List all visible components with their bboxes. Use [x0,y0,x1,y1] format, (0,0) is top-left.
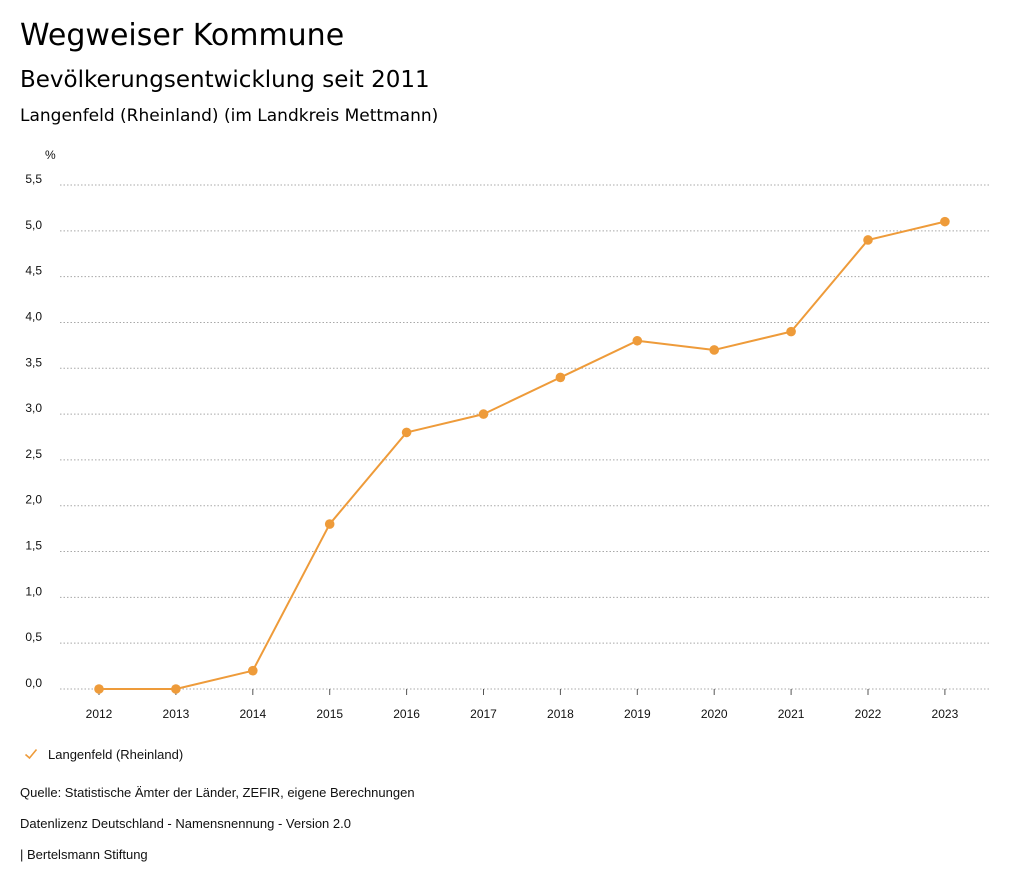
legend-item-label: Langenfeld (Rheinland) [48,746,184,762]
data-point [863,235,873,245]
x-tick-label: 2014 [239,707,266,721]
data-point [248,665,258,676]
source-note: Quelle: Statistische Ämter der Länder, Z… [20,785,415,800]
y-tick-label: 1,0 [25,584,42,598]
y-tick-label: 0,5 [25,630,42,644]
data-point [632,335,643,346]
series-line [99,220,946,690]
y-tick-label: 4,0 [25,309,42,323]
grid-layer [60,184,990,690]
data-point [786,326,796,337]
legend[interactable]: Langenfeld (Rheinland) [20,744,183,764]
line-chart: % 0,0 0,5 1,0 1,5 2,0 2,5 3,0 3,5 4,0 4,5 5,0 5,5 201… [25,148,990,721]
data-point [478,409,489,419]
data-point [171,684,181,694]
y-tick-label: 1,5 [25,539,42,553]
x-tick-label: 2022 [855,707,882,721]
license-note: Datenlizenz Deutschland - Namensnennung … [20,816,351,831]
x-tick-label: 2020 [701,707,728,721]
x-tick-label: 2017 [470,707,497,721]
data-point [94,684,104,694]
y-tick-label: 5,5 [25,172,42,186]
publisher-note: | Bertelsmann Stiftung [20,847,148,862]
series-layer [94,216,950,694]
data-point [940,216,950,227]
y-axis-unit-label: % [45,148,56,162]
x-tick-label: 2019 [624,707,651,721]
y-tick-label: 4,5 [25,264,42,278]
y-tick-label: 3,0 [25,401,42,415]
x-tick-label: 2018 [547,707,574,721]
page-title: Wegweiser Kommune [20,18,345,53]
chart-subtitle: Bevölkerungsentwicklung seit 2011 [20,67,430,93]
x-tick-label: 2015 [316,707,343,721]
x-tick-label: 2021 [778,707,805,721]
data-point [324,519,335,529]
x-tick-label: 2013 [163,707,190,721]
y-tick-label: 2,0 [25,493,42,507]
y-tick-label: 5,0 [25,218,42,232]
checkmark-icon [24,748,38,760]
x-tick-label: 2012 [86,707,113,721]
y-tick-label: 2,5 [25,447,42,461]
x-tick-label: 2016 [393,707,420,721]
axis-layer: % 0,0 0,5 1,0 1,5 2,0 2,5 3,0 3,5 4,0 4,5 5,0 5,5 201… [25,148,958,721]
y-tick-label: 0,0 [25,676,42,690]
x-tick-label: 2023 [932,707,959,721]
y-tick-label: 3,5 [25,355,42,369]
data-point [709,345,719,355]
region-label: Langenfeld (Rheinland) (im Landkreis Met… [20,106,439,126]
data-point [555,372,566,383]
data-point [401,427,412,438]
